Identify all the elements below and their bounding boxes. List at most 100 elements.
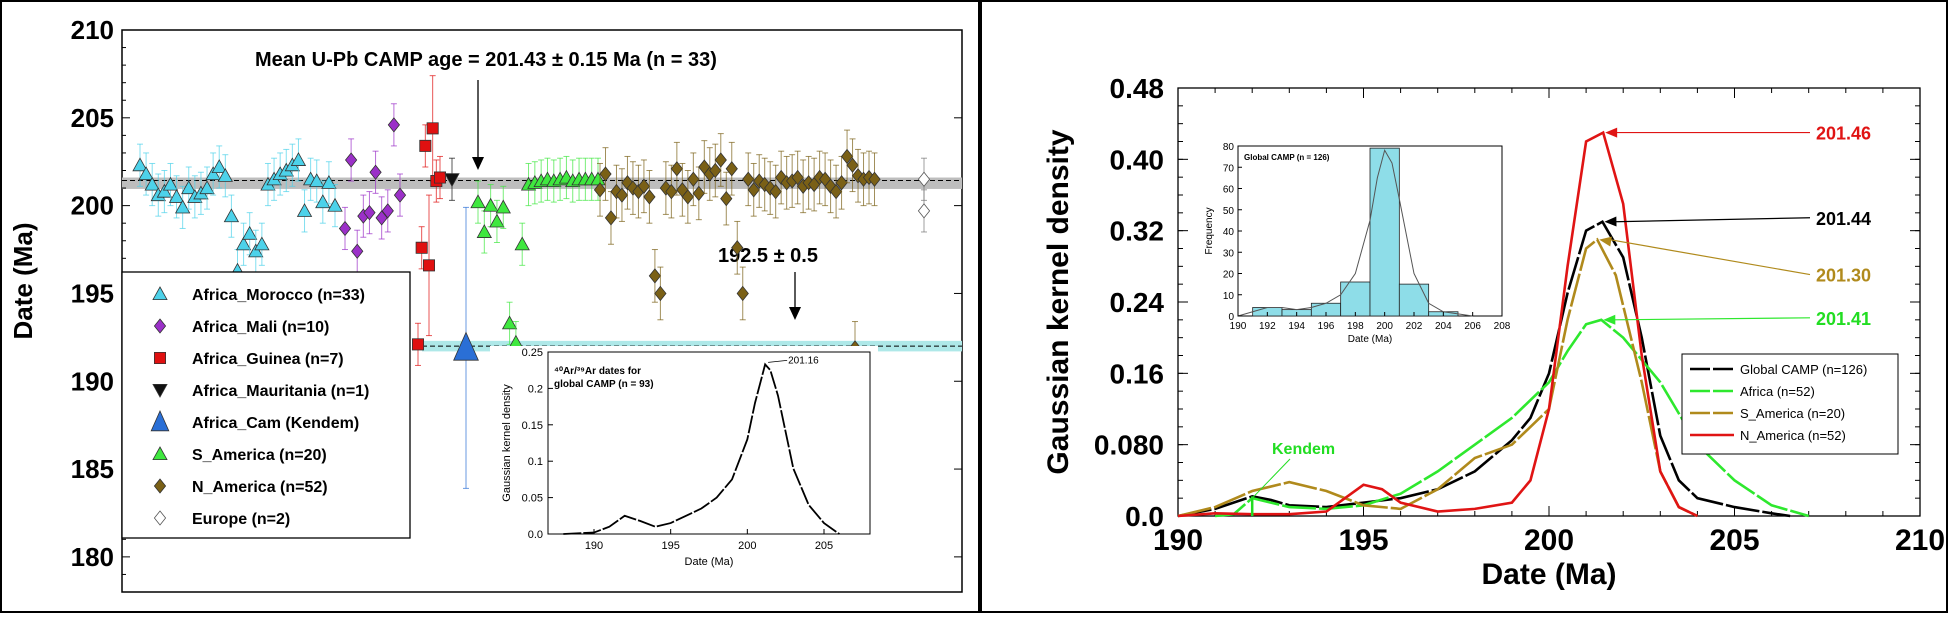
y-tick-label: 0.0 (1125, 501, 1164, 532)
data-point (205, 166, 221, 181)
data-point (610, 183, 623, 200)
inset-x-tick-label: 200 (1376, 321, 1393, 332)
data-point (453, 331, 479, 361)
data-point (514, 236, 530, 251)
histogram-bar (1398, 283, 1430, 317)
inset-y-tick-label: 0.0 (528, 529, 543, 541)
data-point (338, 220, 352, 237)
histogram-fit-curve (1237, 148, 1473, 317)
data-point (495, 199, 511, 214)
data-point (470, 194, 486, 209)
data-point (174, 199, 191, 214)
inset-y-axis-label: Gaussian kernel density (501, 384, 513, 502)
legend-box (121, 271, 411, 539)
data-point (687, 171, 700, 187)
legend-marker (153, 478, 167, 494)
x-tick-label: 195 (1338, 524, 1388, 557)
legend-label: N_America (n=52) (1740, 428, 1846, 443)
y-tick-label: 190 (71, 366, 114, 396)
data-point (681, 189, 694, 205)
histogram-bar (1369, 147, 1400, 317)
data-point (254, 236, 270, 251)
legend-marker (152, 286, 168, 300)
data-point (144, 176, 160, 191)
data-point (604, 210, 618, 226)
y-tick-label: 0.48 (1110, 73, 1165, 104)
legend-marker (152, 446, 168, 460)
series-africa_guinea (412, 75, 446, 366)
peak-label: 201.30 (1816, 266, 1871, 286)
y-axis-label: Date (Ma) (8, 222, 38, 339)
inset-x-tick-label: 192 (1259, 321, 1276, 332)
inset-x-tick-label: 200 (738, 540, 756, 552)
peak-arrowhead (1603, 314, 1616, 325)
y-tick-label: 185 (71, 454, 114, 484)
kde-line-n_america (1177, 130, 1698, 518)
peak-arrowhead (1604, 216, 1617, 227)
data-point (327, 197, 343, 212)
inset-x-tick-label: 205 (815, 540, 833, 552)
series-africa_mauritania (444, 157, 460, 201)
data-point (868, 171, 881, 187)
data-point (758, 176, 771, 193)
legend-label: Africa_Mali (n=10) (192, 319, 329, 336)
y-tick-label: 205 (71, 103, 114, 133)
right-panel-frame (980, 0, 1948, 613)
data-point (626, 180, 640, 196)
legend-label: S_America (n=20) (1740, 406, 1845, 421)
legend-label: S_America (n=20) (192, 447, 327, 464)
y-axis-label: Gaussian kernel density (1042, 129, 1075, 474)
data-point (344, 152, 358, 168)
data-point (363, 205, 376, 221)
data-point (482, 197, 499, 212)
data-point (321, 174, 337, 189)
x-tick-label: 210 (1895, 524, 1945, 557)
inset-y-tick-label: 0.1 (528, 456, 543, 468)
data-point (434, 171, 446, 184)
data-point (156, 183, 173, 198)
inset-x-tick-label: 194 (1288, 321, 1305, 332)
data-point (720, 190, 733, 207)
peak-arrowhead (1605, 127, 1618, 138)
inset-x-tick-label: 190 (585, 540, 603, 552)
data-point (643, 189, 656, 205)
data-point (742, 171, 755, 187)
inset-y-tick-label: 60 (1223, 185, 1235, 196)
mean-age-annotation: Mean U-Pb CAMP age = 201.43 ± 0.15 Ma (n… (255, 49, 717, 71)
data-point (714, 152, 727, 168)
inset-y-tick-label: 0.25 (522, 347, 543, 359)
inset-x-tick-label: 202 (1406, 321, 1423, 332)
data-point (223, 208, 240, 223)
data-point (415, 241, 428, 254)
data-point (709, 162, 722, 179)
inset-title-line2: global CAMP (n = 93) (554, 379, 654, 390)
data-point (426, 122, 439, 135)
data-point (670, 161, 683, 177)
data-point (489, 213, 505, 228)
data-point (235, 236, 252, 251)
data-point (387, 117, 401, 133)
data-point (637, 178, 651, 194)
data-point (769, 183, 782, 200)
inset-x-tick-label: 190 (1230, 321, 1247, 332)
inset-x-axis-label: Date (Ma) (1348, 334, 1392, 345)
data-point (296, 203, 313, 217)
data-point (501, 315, 518, 330)
data-point (181, 180, 197, 195)
legend-box (1681, 353, 1899, 455)
data-point (764, 180, 777, 196)
inset-x-tick-label: 196 (1318, 321, 1335, 332)
series-africa_cam (453, 206, 479, 489)
data-point (168, 189, 185, 203)
inset-x-tick-label: 204 (1435, 321, 1452, 332)
inset-peak-label: 201.16 (788, 355, 819, 366)
peak-arrowhead (1599, 236, 1612, 247)
data-point (725, 161, 738, 177)
data-point (593, 182, 607, 198)
legend-marker (154, 352, 166, 364)
x-axis-label: Date (Ma) (1481, 558, 1616, 591)
data-point (351, 243, 364, 259)
inset-y-tick-label: 40 (1223, 227, 1235, 238)
